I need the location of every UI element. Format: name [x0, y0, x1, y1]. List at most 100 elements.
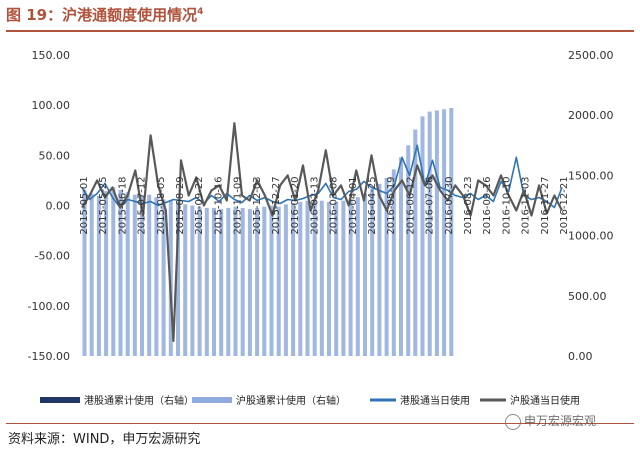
y-right-tick-label: 2500.00 — [568, 49, 614, 62]
cumulative-bar — [399, 157, 403, 356]
cumulative-bar — [427, 111, 432, 356]
chart-title: 图 19：沪港通额度使用情况4 — [6, 4, 203, 25]
cumulative-bar — [190, 205, 195, 356]
cumulative-bar — [449, 108, 454, 356]
x-tick-label: 2016-11-27 — [540, 176, 551, 234]
x-tick-label: 2015-12-27 — [271, 176, 282, 234]
cumulative-bar — [183, 204, 188, 356]
x-tick-label: 2016-11-03 — [521, 176, 532, 234]
cumulative-bar — [391, 169, 396, 356]
x-tick-label: 2015-08-05 — [156, 176, 167, 234]
cumulative-bar — [204, 207, 209, 356]
cumulative-bar — [319, 200, 324, 356]
source-note: 资料来源：WIND，申万宏源研究 — [8, 432, 201, 447]
cumulative-bar — [384, 177, 389, 356]
legend-swatch — [192, 397, 232, 403]
watermark-text: 申万宏源宏观 — [524, 414, 597, 428]
cumulative-bar — [283, 204, 288, 356]
legend-label: 沪股通当日使用 — [510, 394, 580, 407]
x-tick-label: 2015-11-09 — [233, 176, 244, 234]
y-left-tick-label: 50.00 — [39, 149, 71, 162]
source-divider — [6, 423, 634, 424]
cumulative-bar — [226, 207, 231, 356]
y-right-tick-label: 1500.00 — [568, 169, 614, 182]
sh-daily-line — [81, 122, 563, 342]
y-right-tick-label: 2000.00 — [568, 109, 614, 122]
cumulative-bar — [348, 199, 353, 356]
legend-label: 港股通累计使用（右轴） — [84, 394, 194, 407]
cumulative-bar — [104, 191, 109, 356]
x-tick-label: 2016-09-16 — [482, 176, 493, 234]
x-tick-label: 2015-07-12 — [137, 176, 148, 234]
legend-label: 港股通当日使用 — [400, 394, 470, 407]
y-left-tick-label: 100.00 — [32, 99, 71, 112]
x-tick-label: 2015-10-16 — [213, 176, 224, 234]
x-tick-label: 2015-08-29 — [175, 176, 186, 234]
cumulative-bar — [247, 209, 252, 356]
watermark: 申万宏源宏观 — [505, 412, 596, 430]
y-right-tick-label: 0.00 — [568, 350, 593, 363]
cumulative-bar — [154, 197, 159, 356]
cumulative-bar — [269, 205, 274, 356]
cumulative-bars-layer — [82, 108, 454, 357]
x-tick-label: 2016-03-08 — [329, 176, 340, 234]
x-tick-label: 2015-09-22 — [194, 176, 205, 234]
cumulative-bar — [111, 187, 116, 356]
cumulative-bar — [305, 200, 310, 356]
x-tick-label: 2016-04-25 — [367, 176, 378, 234]
cumulative-bar — [406, 145, 411, 356]
cumulative-bar — [434, 110, 439, 357]
x-tick-label: 2016-10-10 — [501, 176, 512, 234]
y-left-tick-label: -100.00 — [28, 300, 70, 313]
cumulative-bar — [233, 206, 238, 356]
x-tick-label: 2016-07-30 — [444, 176, 455, 234]
cumulative-bar — [291, 203, 296, 356]
cumulative-bar — [334, 201, 339, 356]
cumulative-bar — [147, 194, 152, 356]
x-tick-label: 2016-06-12 — [405, 176, 416, 234]
cumulative-bar — [197, 206, 202, 356]
cumulative-bar — [355, 197, 360, 356]
cumulative-bar — [255, 207, 260, 356]
cumulative-bar — [132, 194, 137, 356]
cumulative-bar — [413, 129, 418, 356]
cumulative-bar — [442, 109, 447, 356]
title-footnote: 4 — [197, 7, 204, 17]
cumulative-bar — [262, 206, 267, 356]
cumulative-bar — [363, 193, 367, 356]
cumulative-bar — [276, 206, 281, 356]
cumulative-bar — [212, 207, 216, 356]
title-divider — [6, 30, 634, 32]
cumulative-bar — [118, 189, 123, 356]
cumulative-bar — [298, 201, 303, 356]
x-tick-label: 2015-06-18 — [117, 176, 128, 234]
cumulative-bar — [82, 189, 87, 356]
x-tick-label: 2016-12-21 — [559, 176, 570, 234]
x-tick-label: 2016-04-01 — [348, 176, 359, 234]
cumulative-bar — [140, 195, 144, 356]
cumulative-bar — [240, 207, 245, 356]
x-tick-label: 2016-01-20 — [290, 176, 301, 234]
y-left-tick-label: 0.00 — [46, 200, 71, 213]
y-left-tick-label: -150.00 — [28, 350, 70, 363]
cumulative-bar — [327, 201, 331, 356]
cumulative-bar — [377, 183, 382, 356]
wechat-icon — [505, 413, 521, 430]
cumulative-bar — [219, 209, 224, 356]
cumulative-bar — [161, 199, 166, 356]
cumulative-bar — [420, 116, 425, 357]
y-left-tick-label: 150.00 — [32, 49, 71, 62]
axes-layer: 150.00 100.00 50.00 0.00 -50.00 -100.00 -150.0… — [28, 49, 614, 363]
y-right-tick-label: 500.00 — [568, 290, 607, 303]
x-tick-label: 2015-05-01 — [79, 176, 90, 234]
x-tick-label: 2016-07-06 — [425, 176, 436, 234]
daily-lines-layer — [81, 122, 563, 342]
cumulative-bar — [125, 192, 130, 356]
legend: 港股通累计使用（右轴） 沪股通累计使用（右轴） 港股通当日使用 沪股通当日使用 — [40, 394, 580, 407]
x-tick-label: 2016-05-19 — [386, 176, 397, 234]
x-tick-label: 2015-12-03 — [252, 176, 263, 234]
cumulative-bar — [370, 188, 375, 356]
x-tick-label: 2016-08-23 — [463, 176, 474, 234]
cumulative-bar — [89, 193, 94, 356]
